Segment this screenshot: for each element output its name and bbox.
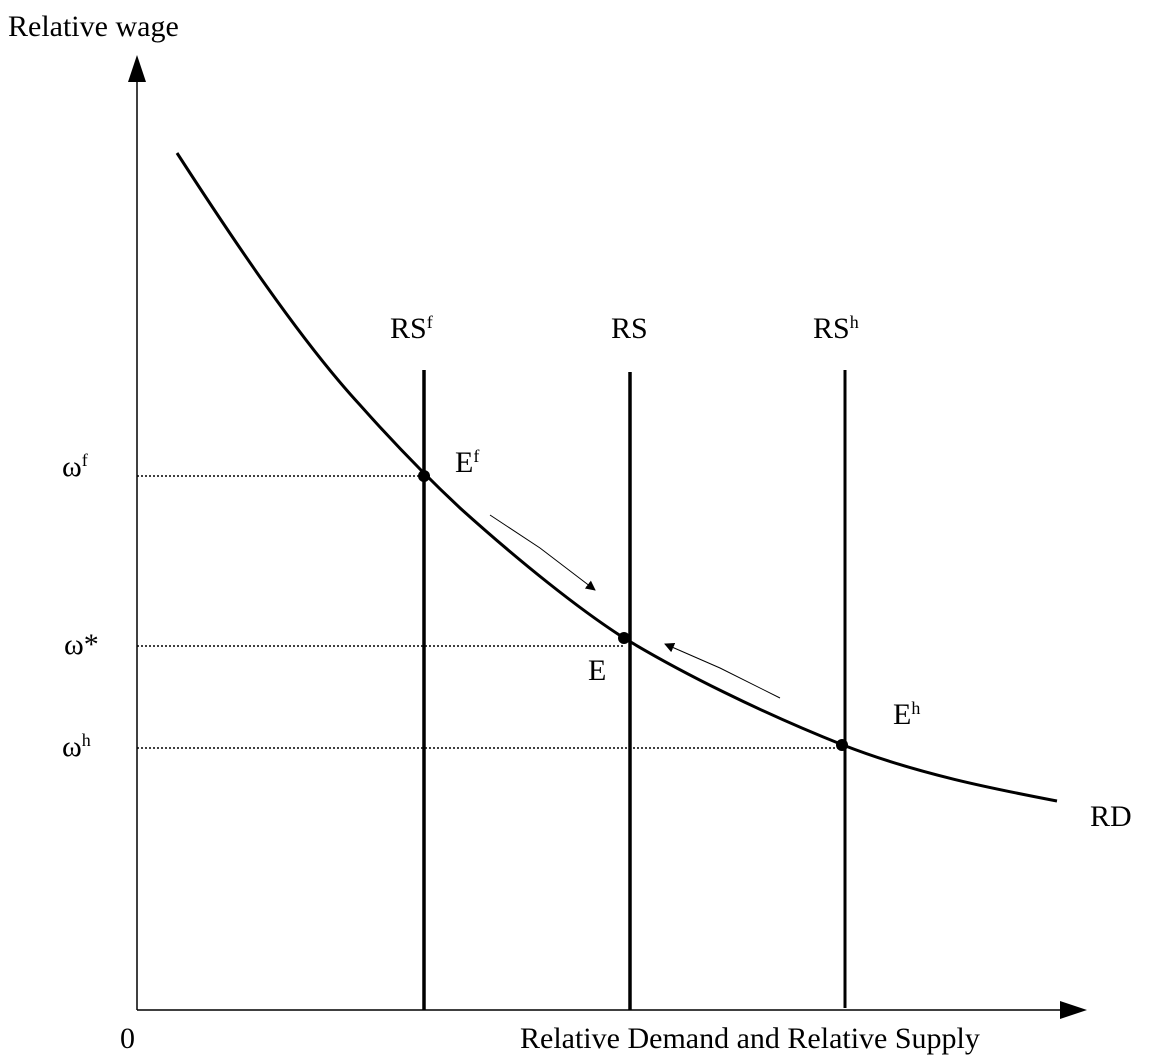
- equilibrium-point: [836, 739, 848, 751]
- curve-label: RD: [1090, 800, 1132, 833]
- label-base: ω*: [64, 628, 99, 661]
- label-base: E: [455, 446, 473, 479]
- supply-label: RS: [611, 312, 648, 345]
- label-base: RS: [390, 312, 427, 345]
- label-sup: f: [82, 450, 88, 470]
- equilibrium-label: Eh: [893, 698, 920, 731]
- label-sup: f: [473, 446, 479, 466]
- equilibrium-label: E: [588, 654, 606, 687]
- wage-label: ωf: [62, 450, 88, 483]
- wage-label: ω*: [64, 628, 99, 661]
- adjustment-arrow: [664, 643, 781, 699]
- label-sup: h: [911, 698, 920, 718]
- demand-curve: [175, 152, 1058, 803]
- label-base: RS: [611, 312, 648, 345]
- equilibrium-label: Ef: [455, 446, 479, 479]
- supply-label: RSf: [390, 312, 433, 345]
- equilibrium-point: [618, 632, 630, 644]
- label-sup: f: [427, 312, 433, 332]
- y-axis-arrow: [128, 55, 146, 82]
- label-base: E: [893, 698, 911, 731]
- label-base: ω: [62, 730, 82, 763]
- label-sup: h: [82, 730, 91, 750]
- label-base: RS: [813, 312, 850, 345]
- label-sup: h: [850, 312, 859, 332]
- supply-label: RSh: [813, 312, 859, 345]
- label-base: ω: [62, 450, 82, 483]
- x-axis-label: Relative Demand and Relative Supply: [520, 1022, 980, 1055]
- y-axis-label: Relative wage: [8, 10, 179, 43]
- equilibrium-point: [418, 470, 430, 482]
- origin-label: 0: [120, 1022, 135, 1055]
- label-base: E: [588, 654, 606, 687]
- wage-label: ωh: [62, 730, 91, 763]
- x-axis-arrow: [1060, 1001, 1087, 1019]
- adjustment-arrow: [489, 514, 596, 591]
